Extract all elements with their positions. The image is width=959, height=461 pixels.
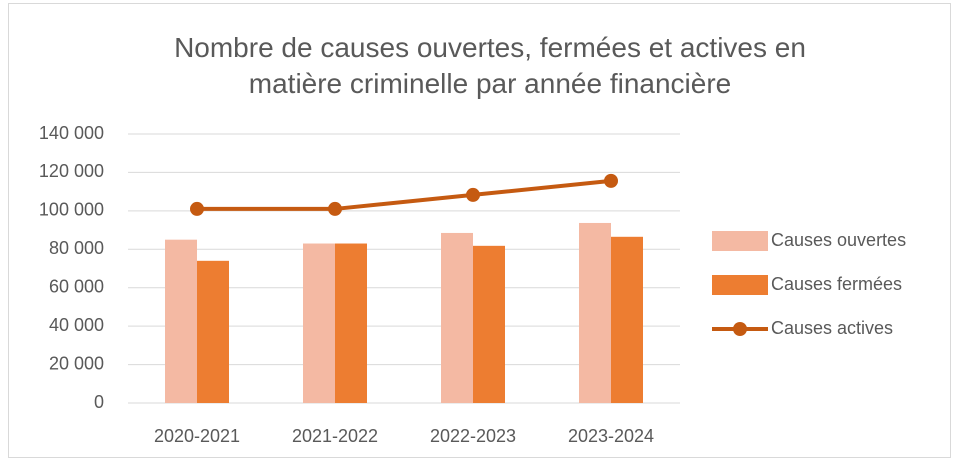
bar (303, 243, 335, 403)
y-tick-label: 0 (94, 392, 104, 412)
y-tick-label: 60 000 (49, 276, 104, 296)
chart-border (8, 3, 951, 458)
bar (441, 232, 473, 403)
line (197, 178, 612, 211)
legend-label: Causes actives (771, 318, 893, 338)
legend-swatch (712, 231, 768, 251)
legend-swatch (733, 322, 747, 336)
bar (165, 239, 197, 403)
bar (579, 222, 611, 403)
bar (611, 236, 643, 403)
chart-title: Nombre de causes ouvertes, fermées et ac… (174, 32, 806, 99)
point (466, 187, 480, 202)
x-tick-label: 2023-2024 (568, 426, 654, 446)
x-tick-label: 2021-2022 (292, 426, 378, 446)
y-tick-label: 100 000 (39, 200, 104, 220)
bar (335, 243, 367, 403)
bar (197, 260, 229, 403)
x-tick-label: 2022-2023 (430, 426, 516, 446)
point (190, 201, 204, 216)
legend-label: Causes ouvertes (771, 230, 906, 250)
point (604, 173, 618, 188)
bar (473, 245, 505, 403)
point (328, 201, 342, 216)
y-tick-label: 40 000 (49, 315, 104, 335)
y-tick-label: 120 000 (39, 161, 104, 181)
x-tick-label: 2020-2021 (154, 426, 240, 446)
y-tick-label: 140 000 (39, 123, 104, 143)
legend-swatch (712, 275, 768, 295)
y-tick-label: 80 000 (49, 238, 104, 258)
legend-label: Causes fermées (771, 274, 902, 294)
y-tick-label: 20 000 (49, 353, 104, 373)
